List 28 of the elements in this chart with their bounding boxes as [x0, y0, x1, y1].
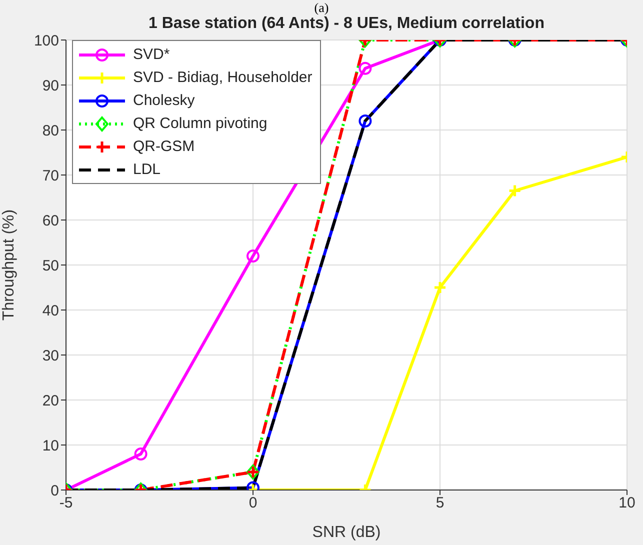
x-axis-title: SNR (dB) [312, 524, 381, 541]
legend-label: LDL [133, 161, 161, 178]
legend-label: Cholesky [133, 92, 195, 109]
y-tick-label: 70 [42, 167, 59, 184]
y-tick-label: 90 [42, 77, 59, 94]
y-tick-label: 30 [42, 347, 59, 364]
point [246, 250, 260, 262]
y-tick-label: 100 [34, 32, 59, 50]
legend-label: QR Column pivoting [133, 115, 268, 132]
chart-title: 1 Base station (64 Ants) - 8 UEs, Medium correlation [148, 15, 546, 33]
y-tick-label: 40 [42, 302, 59, 320]
x-tick-label: 0 [248, 494, 258, 512]
x-tick-label: 5 [436, 494, 444, 512]
y-tick-label: 0 [50, 482, 59, 500]
point [508, 184, 522, 198]
y-tick-label: 60 [42, 212, 59, 230]
x-tick-label: 10 [618, 494, 636, 512]
legend-label: QR-GSM [133, 138, 195, 155]
point [433, 280, 447, 294]
y-axis-title: Throughput (%) [0, 209, 18, 321]
y-tick-label: 50 [42, 257, 59, 274]
y-tick-label: 80 [42, 122, 59, 140]
text: (a) [313, 0, 330, 15]
x-tick-label: -5 [59, 494, 73, 512]
legend-label: SVD - Bidiag, Householder [133, 69, 312, 86]
y-tick-label: 20 [42, 392, 59, 410]
legend-label: SVD* [133, 46, 170, 63]
y-tick-label: 10 [42, 437, 59, 454]
